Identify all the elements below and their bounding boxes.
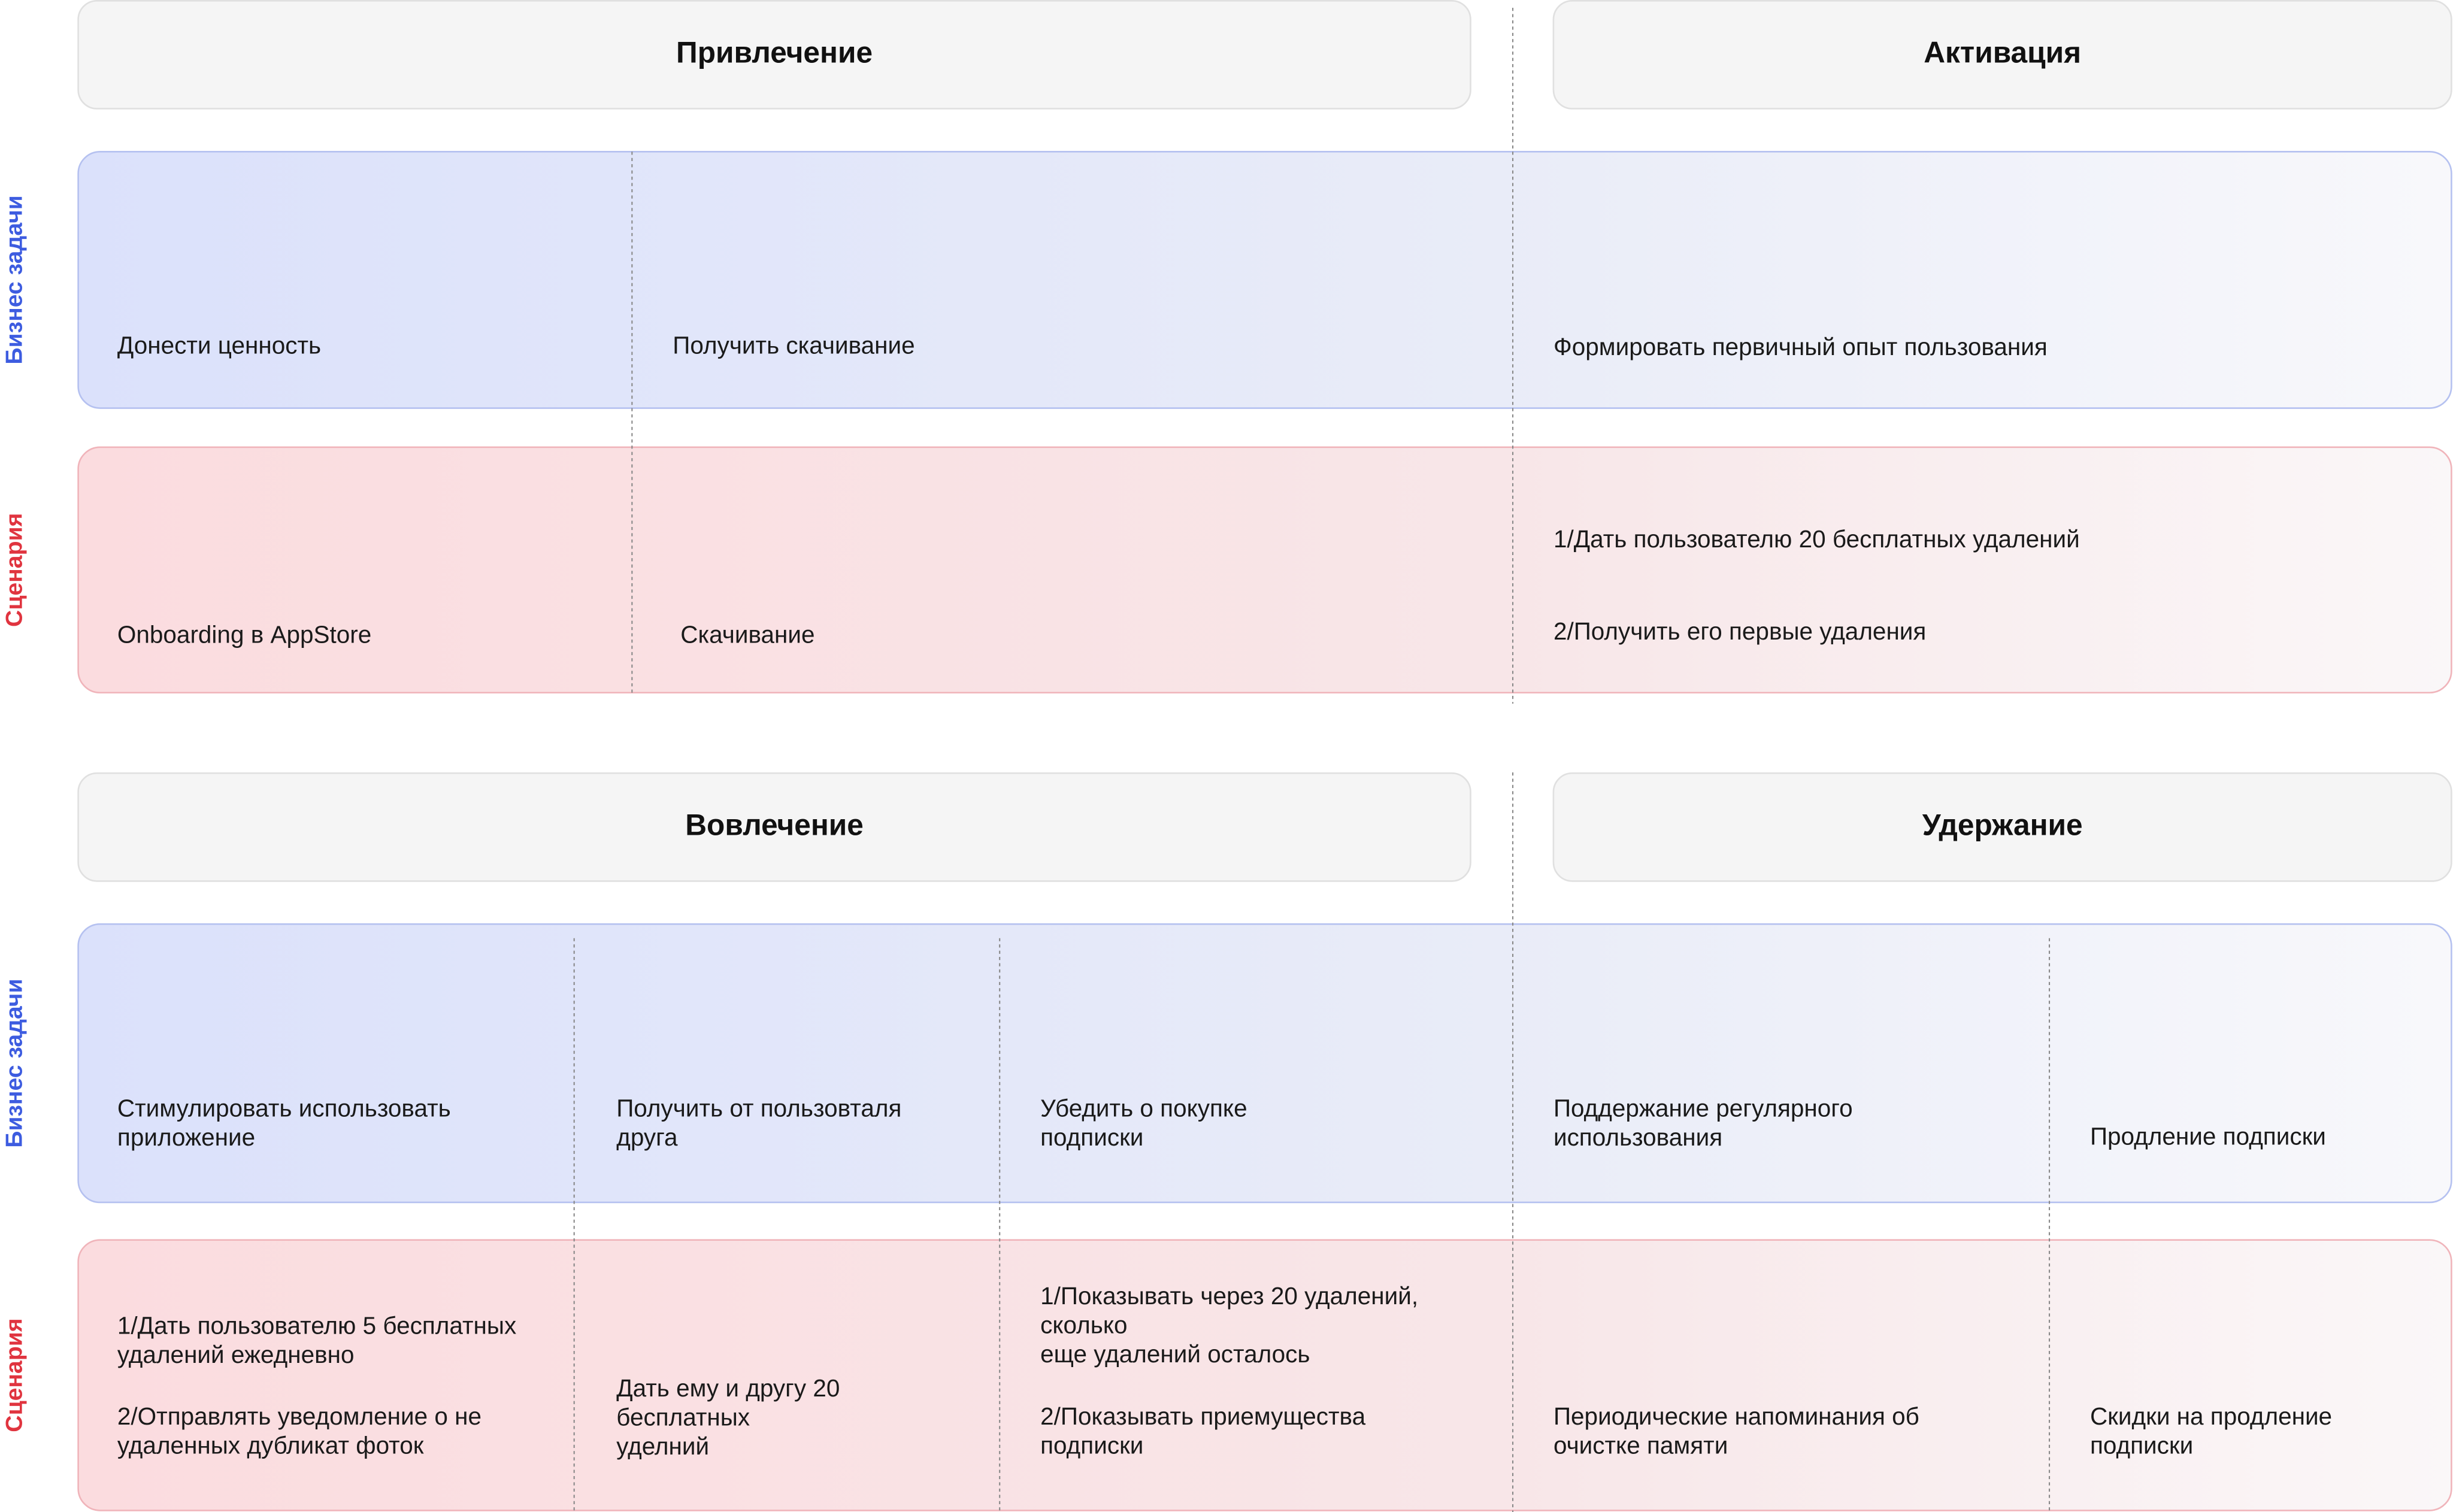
cell-text: друга [616,1123,678,1151]
cell-text: Скачивание [680,620,814,648]
cell-text: подписки [1040,1123,1143,1151]
row-label: Сценария [1,1318,27,1432]
cell-text: использования [1553,1123,1722,1151]
cell-text: Формировать первичный опыт пользования [1553,333,2048,360]
cell-text: Периодические напоминания об [1553,1402,1919,1430]
cell-text: Скидки на продление [2090,1402,2332,1430]
stage-header [1552,0,2452,110]
cell-text: бесплатных [616,1404,750,1431]
cell-text: сколько [1040,1311,1127,1339]
cell-text: 2/Отправлять уведомление о не [117,1402,481,1430]
stage-title: Удержание [1922,808,2083,841]
cell-text: 2/Получить его первые удаления [1553,617,1926,645]
cell-text: 1/Дать пользователю 5 бесплатных [117,1312,516,1340]
cell-text: уделний [616,1432,709,1460]
cell-text: Продление подписки [2090,1123,2326,1150]
stage-header [1552,772,2452,882]
cell-text: Убедить о покупке [1040,1095,1247,1122]
cell-text: Получить скачивание [673,331,914,359]
cell-text: приложение [117,1123,255,1151]
stage-header [77,772,1471,882]
row-label: Бизнес задачи [1,195,27,364]
cell-text: удалений ежедневно [117,1341,355,1368]
row-label: Бизнес задачи [1,978,27,1147]
cell-text: Донести ценность [117,331,321,359]
stage-title: Вовлечение [685,808,864,841]
cell-text: Получить от пользовталя [616,1095,901,1122]
stage-title: Активация [1924,36,2081,69]
cell-text: Дать ему и другу 20 [616,1374,840,1402]
stage-header [77,0,1471,110]
stage-title: Привлечение [676,36,873,69]
cell-text: 1/Дать пользователю 20 бесплатных удален… [1553,525,2080,553]
cell-text: удаленных дубликат фоток [117,1432,424,1459]
scenarios-row [77,446,2452,694]
tasks-row [77,923,2452,1204]
row-label: Сценария [1,513,27,627]
cell-text: Поддержание регулярного [1553,1095,1853,1122]
cell-text: подписки [1040,1432,1143,1459]
cell-text: 2/Показывать приемущества [1040,1402,1365,1430]
cell-text: еще удалений осталось [1040,1340,1310,1368]
scenarios-row [77,1239,2452,1511]
cell-text: Стимулировать использовать [117,1095,451,1122]
cell-text: очистке памяти [1553,1432,1728,1459]
cell-text: 1/Показывать через 20 удалений, [1040,1282,1418,1310]
tasks-row [77,150,2452,409]
cell-text: Onboarding в AppStore [117,620,371,648]
cell-text: подписки [2090,1432,2193,1459]
